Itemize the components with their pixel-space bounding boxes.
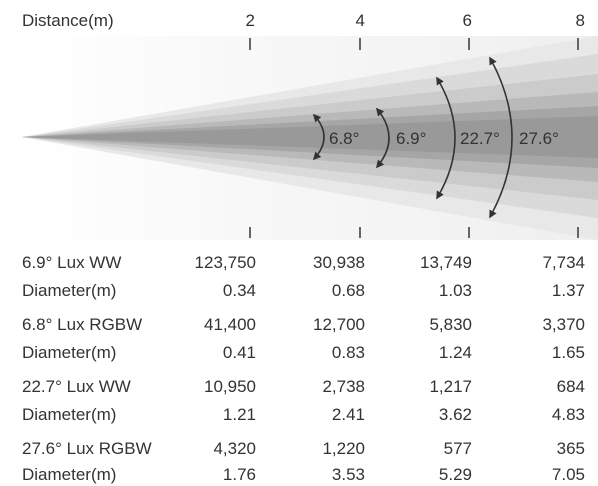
lux-value: 2,738 <box>322 377 365 396</box>
lux-value: 365 <box>556 439 585 458</box>
lux-value: 41,400 <box>204 315 256 334</box>
beam-angle-label: 27.6° <box>519 129 559 148</box>
diameter-value: 4.83 <box>551 405 585 424</box>
lux-value: 577 <box>443 439 472 458</box>
diameter-value: 1.03 <box>438 281 472 300</box>
diameter-row-label: Diameter(m) <box>22 465 117 484</box>
diameter-value: 7.05 <box>551 465 585 484</box>
lux-value: 7,734 <box>542 253 585 272</box>
beam-angle-arrow <box>436 76 456 200</box>
lux-value: 30,938 <box>313 253 365 272</box>
lux-row-label: 22.7° Lux WW <box>22 377 131 396</box>
diameter-value: 2.41 <box>331 405 365 424</box>
diameter-value: 0.83 <box>331 343 365 362</box>
lux-value: 12,700 <box>313 315 365 334</box>
lux-value: 684 <box>556 377 585 396</box>
lux-row-label: 6.8° Lux RGBW <box>22 315 143 334</box>
distance-tick-label: 4 <box>355 11 365 30</box>
diameter-value: 1.76 <box>222 465 256 484</box>
diameter-value: 1.21 <box>222 405 256 424</box>
diameter-value: 1.65 <box>551 343 585 362</box>
lux-value: 1,220 <box>322 439 365 458</box>
diameter-value: 0.68 <box>331 281 365 300</box>
diameter-value: 3.62 <box>438 405 472 424</box>
beam-angle-arrow <box>489 56 513 219</box>
beam-angle-label: 6.8° <box>329 129 360 148</box>
diameter-value: 3.53 <box>331 465 365 484</box>
lux-value: 1,217 <box>429 377 472 396</box>
diameter-value: 5.29 <box>438 465 472 484</box>
lux-row-label: 6.9° Lux WW <box>22 253 122 272</box>
diameter-row-label: Diameter(m) <box>22 405 117 424</box>
lux-value: 4,320 <box>213 439 256 458</box>
diameter-value: 0.34 <box>222 281 256 300</box>
lux-value: 5,830 <box>429 315 472 334</box>
diameter-row-label: Diameter(m) <box>22 281 117 300</box>
lux-value: 10,950 <box>204 377 256 396</box>
diameter-value: 0.41 <box>222 343 256 362</box>
diameter-value: 1.24 <box>438 343 472 362</box>
distance-tick-label: 2 <box>245 11 255 30</box>
diameter-value: 1.37 <box>551 281 585 300</box>
lux-row-label: 27.6° Lux RGBW <box>22 439 152 458</box>
distance-tick-label: 8 <box>575 11 585 30</box>
lux-value: 13,749 <box>420 253 472 272</box>
distance-tick-label: 6 <box>462 11 472 30</box>
beam-angle-arrow <box>375 107 390 169</box>
beam-angle-arrow <box>312 113 325 161</box>
diameter-row-label: Diameter(m) <box>22 343 117 362</box>
beam-angle-label: 6.9° <box>396 129 427 148</box>
lux-value: 3,370 <box>542 315 585 334</box>
beam-angle-label: 22.7° <box>460 129 500 148</box>
lux-value: 123,750 <box>194 253 256 272</box>
distance-label: Distance(m) <box>22 11 114 30</box>
